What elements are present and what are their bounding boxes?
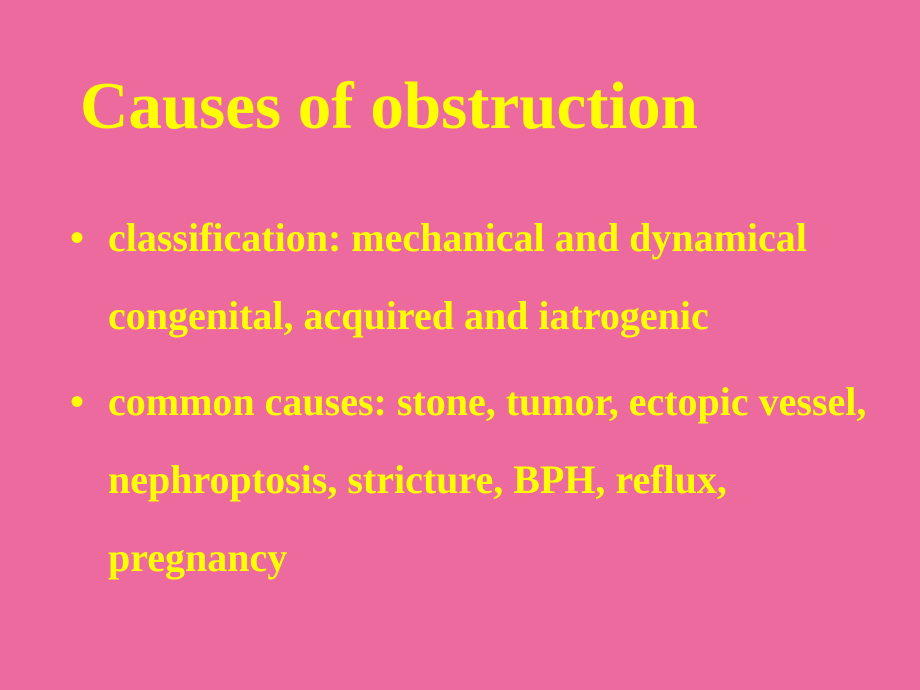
bullet-item: common causes: stone, tumor, ectopic ves…: [70, 363, 880, 597]
bullet-list: classification: mechanical and dynamical…: [40, 199, 880, 597]
slide-container: Causes of obstruction classification: me…: [0, 0, 920, 690]
bullet-item: classification: mechanical and dynamical…: [70, 199, 880, 355]
slide-title: Causes of obstruction: [80, 68, 880, 145]
